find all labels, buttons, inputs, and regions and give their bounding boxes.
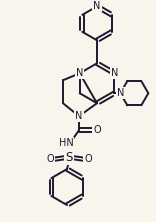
Text: S: S	[65, 151, 73, 164]
Text: O: O	[84, 154, 92, 164]
Text: N: N	[117, 88, 124, 98]
Text: HN: HN	[59, 138, 73, 148]
Text: N: N	[111, 68, 118, 78]
Text: N: N	[75, 111, 83, 121]
Text: N: N	[93, 1, 101, 11]
Text: O: O	[46, 154, 54, 164]
Text: O: O	[93, 125, 101, 135]
Text: N: N	[76, 68, 83, 78]
